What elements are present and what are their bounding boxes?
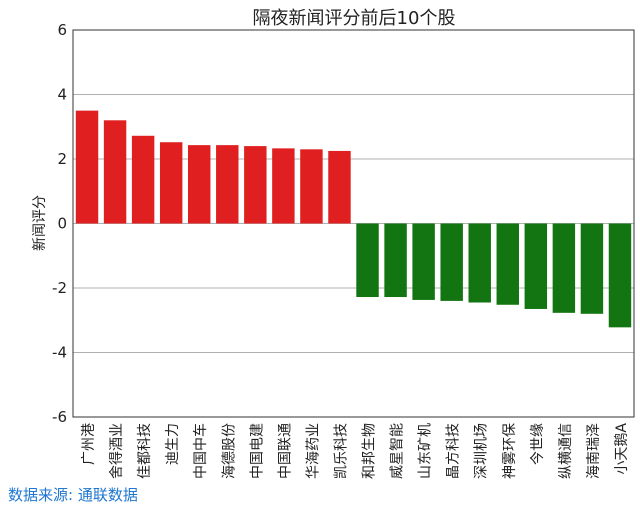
x-tick-label: 广州港 bbox=[81, 423, 97, 465]
bar-5 bbox=[188, 145, 211, 224]
y-axis-label: 新闻评分 bbox=[32, 195, 48, 251]
bar-15 bbox=[468, 223, 491, 303]
x-tick-label: 迪生力 bbox=[165, 423, 181, 465]
x-tick-label: 小天鹅A bbox=[613, 423, 630, 475]
x-tick-label: 华海药业 bbox=[305, 423, 321, 479]
bar-20 bbox=[608, 223, 632, 328]
x-tick-label: 晶方科技 bbox=[446, 423, 462, 479]
y-tick-label: 0 bbox=[57, 215, 67, 233]
x-tick-label: 海德股份 bbox=[221, 423, 237, 479]
y-tick-label: -2 bbox=[52, 279, 67, 297]
y-tick-label: -4 bbox=[52, 344, 67, 362]
x-tick-label: 凯乐科技 bbox=[333, 423, 349, 479]
x-tick-label: 山东矿机 bbox=[418, 423, 434, 479]
bar-18 bbox=[552, 223, 576, 313]
bar-3 bbox=[131, 135, 155, 224]
x-tick-label: 佳都科技 bbox=[137, 423, 153, 479]
x-tick-label: 纵横通信 bbox=[558, 423, 574, 479]
bar-17 bbox=[524, 223, 548, 309]
x-tick-label: 神雾环保 bbox=[502, 423, 518, 479]
grid-lines bbox=[73, 29, 634, 418]
x-tick-label: 中国电建 bbox=[249, 423, 265, 479]
y-tick-label: 4 bbox=[57, 86, 67, 104]
x-tick-label: 深圳机场 bbox=[474, 423, 490, 479]
bar-6 bbox=[216, 145, 239, 224]
bars bbox=[75, 110, 632, 328]
x-tick-label: 今世缘 bbox=[530, 423, 546, 465]
bar-12 bbox=[384, 223, 407, 298]
x-tick-label: 舍得酒业 bbox=[108, 423, 125, 479]
x-tick-label: 中国联通 bbox=[277, 423, 293, 479]
bar-14 bbox=[440, 223, 463, 301]
bar-13 bbox=[412, 223, 435, 300]
bar-8 bbox=[272, 148, 295, 224]
bar-11 bbox=[356, 223, 379, 298]
bar-7 bbox=[244, 146, 267, 224]
y-tick-label: 6 bbox=[57, 21, 67, 39]
y-tick-label: 2 bbox=[57, 150, 67, 168]
plot-frame bbox=[72, 29, 635, 418]
data-source-note: 数据来源: 通联数据 bbox=[8, 486, 138, 504]
x-tick-label: 威星智能 bbox=[390, 423, 406, 479]
chart-title: 隔夜新闻评分前后10个股 bbox=[253, 8, 456, 29]
y-tick-label: -6 bbox=[52, 408, 67, 426]
bar-16 bbox=[496, 223, 519, 305]
bar-19 bbox=[580, 223, 604, 314]
x-tick-label: 和邦生物 bbox=[362, 423, 378, 479]
bar-4 bbox=[159, 142, 183, 224]
x-axis-ticks: 广州港 舍得酒业 佳都科技 迪生力 中国中车 海德股份 中国电建 中国联通 华海药业 凯乐科技 和邦… bbox=[81, 423, 630, 479]
bar-2 bbox=[103, 120, 127, 224]
bar-1 bbox=[75, 110, 99, 224]
y-axis-ticks: -6 -4 -2 0 2 4 6 bbox=[52, 21, 67, 426]
x-tick-label: 中国中车 bbox=[192, 423, 209, 479]
bar-10 bbox=[328, 150, 351, 224]
bar-9 bbox=[300, 149, 323, 224]
x-tick-label: 海南瑞泽 bbox=[586, 423, 602, 479]
